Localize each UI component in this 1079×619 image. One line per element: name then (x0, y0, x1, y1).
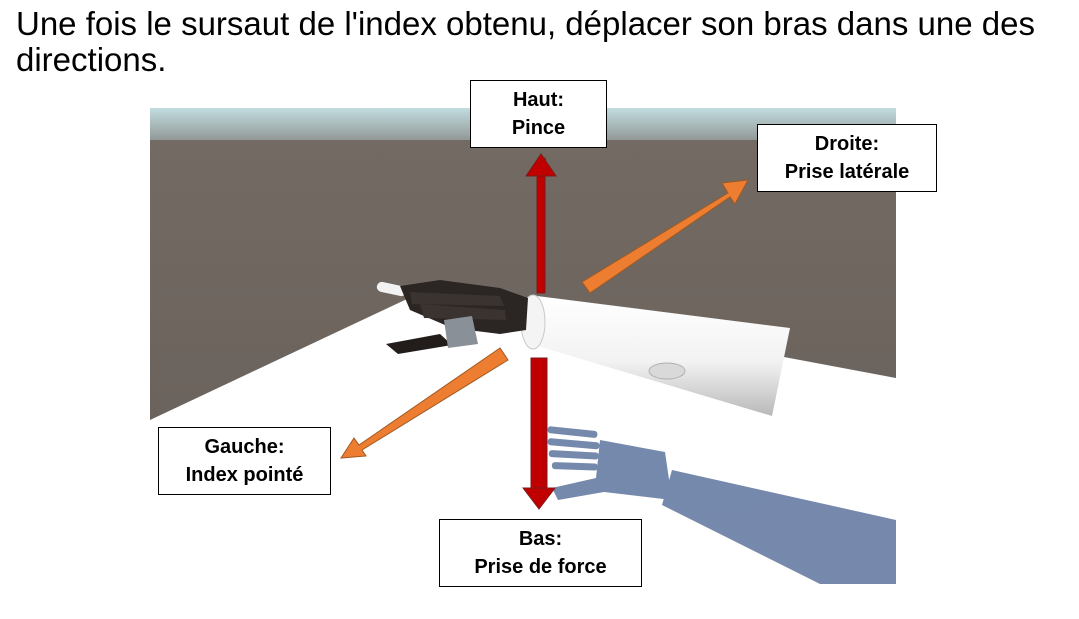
arrow-down-left (340, 347, 509, 459)
label-gauche-gesture: Index pointé (185, 464, 304, 486)
label-gauche: Gauche: Index pointé (158, 427, 331, 495)
label-haut-direction: Haut: (512, 89, 565, 111)
label-haut-gesture: Pince (511, 117, 566, 139)
arrow-up (525, 153, 557, 294)
label-droite: Droite: Prise latérale (757, 124, 937, 192)
arrow-down (521, 357, 557, 510)
label-bas-direction: Bas: (518, 528, 563, 550)
arrow-up-right (581, 179, 749, 294)
label-haut: Haut: Pince (470, 80, 607, 148)
slide-title: Une fois le sursaut de l'index obtenu, d… (16, 5, 1035, 78)
robotic-hand (376, 280, 528, 354)
label-bas: Bas: Prise de force (439, 519, 642, 587)
label-gauche-direction: Gauche: (204, 436, 285, 458)
label-droite-direction: Droite: (814, 133, 880, 155)
index-finger-tip (376, 281, 407, 297)
arm-shadow (547, 426, 896, 584)
label-bas-gesture: Prise de force (474, 556, 607, 578)
label-droite-gesture: Prise latérale (784, 161, 910, 183)
